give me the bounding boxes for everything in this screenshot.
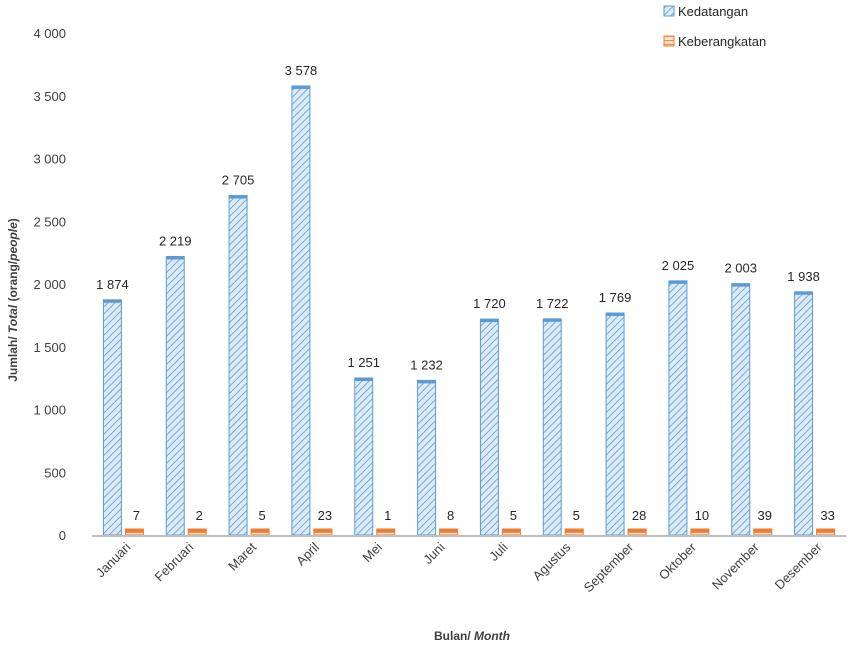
bar-cap: [606, 312, 625, 316]
legend-label-keberangkatan: Keberangkatan: [678, 34, 766, 49]
data-label-keberangkatan: 5: [510, 508, 517, 523]
x-tick-label: Juni: [420, 539, 448, 567]
legend-item-keberangkatan: Keberangkatan: [663, 34, 766, 49]
bar-kedatangan-januari: [102, 299, 122, 536]
bar-cap: [376, 529, 395, 532]
bar-cap: [229, 195, 248, 199]
data-label-kedatangan: 3 578: [285, 63, 318, 78]
bar-cap: [251, 529, 270, 532]
y-tick-label: 2 000: [33, 277, 66, 292]
data-label-kedatangan: 1 232: [410, 357, 443, 372]
legend-label-kedatangan: Kedatangan: [678, 4, 748, 19]
y-tick-label: 0: [59, 528, 66, 543]
bar-kedatangan-mei: [354, 377, 374, 536]
y-tick-label: 3 000: [33, 152, 66, 167]
legend-item-kedatangan: Kedatangan: [663, 4, 748, 19]
bar-cap: [753, 529, 772, 532]
y-tick-label: 500: [44, 465, 66, 480]
data-label-kedatangan: 1 874: [96, 277, 129, 292]
x-tick-label: Februari: [152, 539, 197, 584]
bar-kedatangan-agustus: [542, 318, 562, 536]
data-label-kedatangan: 1 720: [473, 296, 506, 311]
bar-cap: [439, 529, 458, 532]
x-tick-label: Maret: [225, 539, 259, 573]
data-label-kedatangan: 2 219: [159, 234, 192, 249]
data-label-keberangkatan: 1: [384, 508, 391, 523]
data-label-keberangkatan: 5: [573, 508, 580, 523]
bar-kedatangan-juli: [479, 318, 499, 536]
bars: [102, 85, 836, 536]
data-label-keberangkatan: 7: [133, 508, 140, 523]
bar-cap: [166, 256, 185, 260]
data-label-kedatangan: 2 025: [662, 258, 695, 273]
bar-cap: [628, 529, 647, 532]
x-axis: Januari Februari Maret April Mei Juni Juli Agus…: [93, 539, 825, 595]
legend-swatch-keberangkatan: [663, 35, 675, 47]
data-label-keberangkatan: 2: [196, 508, 203, 523]
bar-kedatangan-juni: [417, 379, 437, 536]
bar-cap: [816, 529, 835, 532]
x-axis-title: Bulan/ Month: [434, 629, 510, 643]
bar-cap: [502, 529, 521, 532]
bar-cap: [731, 283, 750, 287]
x-tick-label: Mei: [359, 539, 384, 564]
data-label-kedatangan: 2 003: [724, 261, 757, 276]
y-axis: 0 500 1 000 1 500 2 000 2 500 3 000 3 500 4 000: [33, 26, 66, 543]
data-label-kedatangan: 1 722: [536, 296, 569, 311]
y-tick-label: 3 500: [33, 89, 66, 104]
legend-swatch-kedatangan: [663, 5, 675, 17]
y-tick-label: 1 000: [33, 403, 66, 418]
data-label-keberangkatan: 23: [318, 508, 332, 523]
data-label-keberangkatan: 5: [258, 508, 265, 523]
data-label-keberangkatan: 33: [820, 508, 834, 523]
data-label-kedatangan: 2 705: [222, 173, 255, 188]
x-tick-label: Agustus: [530, 539, 574, 583]
x-tick-label: Oktober: [656, 539, 700, 583]
x-tick-label: Desember: [772, 539, 825, 592]
x-tick-label: Januari: [93, 539, 134, 580]
bar-cap: [354, 377, 373, 381]
bar-cap: [565, 529, 584, 532]
bar-cap: [690, 529, 709, 532]
y-tick-label: 1 500: [33, 340, 66, 355]
y-axis-title: Jumlah/ Total (orang/people): [6, 218, 20, 382]
bar-cap: [668, 280, 687, 284]
bar-kedatangan-maret: [228, 195, 248, 536]
x-tick-label: November: [709, 539, 762, 592]
bar-kedatangan-desember: [794, 291, 814, 536]
data-label-kedatangan: 1 769: [599, 290, 632, 305]
bar-kedatangan-februari: [165, 256, 185, 536]
bar-cap: [313, 529, 332, 532]
data-label-keberangkatan: 39: [758, 508, 772, 523]
data-label-kedatangan: 1 938: [787, 269, 820, 284]
legend: Kedatangan Keberangkatan: [663, 4, 766, 49]
bar-kedatangan-oktober: [668, 280, 688, 536]
bar-cap: [103, 299, 122, 303]
bar-kedatangan-november: [731, 283, 751, 536]
bar-cap: [291, 85, 310, 89]
data-label-kedatangan: 1 251: [347, 355, 380, 370]
y-tick-label: 2 500: [33, 214, 66, 229]
bar-cap: [188, 529, 207, 532]
data-label-keberangkatan: 10: [695, 508, 709, 523]
bar-cap: [417, 380, 436, 384]
data-label-keberangkatan: 8: [447, 508, 454, 523]
data-labels: 1 874 7 2 219 2 2 705 5 3 578 23 1 251 1 1 232 8 1 7…: [96, 63, 835, 523]
bar-cap: [480, 319, 499, 323]
bar-kedatangan-april: [291, 85, 311, 536]
x-tick-label: September: [581, 539, 637, 595]
x-tick-label: Juli: [486, 539, 510, 563]
bar-cap: [125, 529, 144, 532]
bar-cap: [543, 318, 562, 322]
bar-kedatangan-september: [605, 312, 625, 536]
x-tick-label: April: [293, 539, 322, 568]
y-tick-label: 4 000: [33, 26, 66, 41]
data-label-keberangkatan: 28: [632, 508, 646, 523]
bar-cap: [794, 291, 813, 295]
